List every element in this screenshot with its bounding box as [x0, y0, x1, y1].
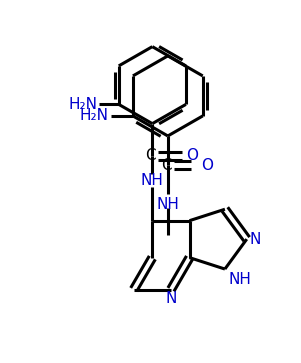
Text: C: C	[161, 158, 172, 173]
Text: NH: NH	[228, 272, 251, 287]
Text: N: N	[165, 291, 177, 306]
Text: H₂N: H₂N	[79, 109, 108, 123]
Text: NH: NH	[157, 197, 179, 212]
Text: O: O	[201, 158, 213, 173]
Text: NH: NH	[141, 173, 164, 188]
Text: N: N	[250, 232, 261, 246]
Text: O: O	[186, 148, 198, 163]
Text: H₂N: H₂N	[68, 97, 97, 112]
Text: C: C	[145, 148, 155, 163]
